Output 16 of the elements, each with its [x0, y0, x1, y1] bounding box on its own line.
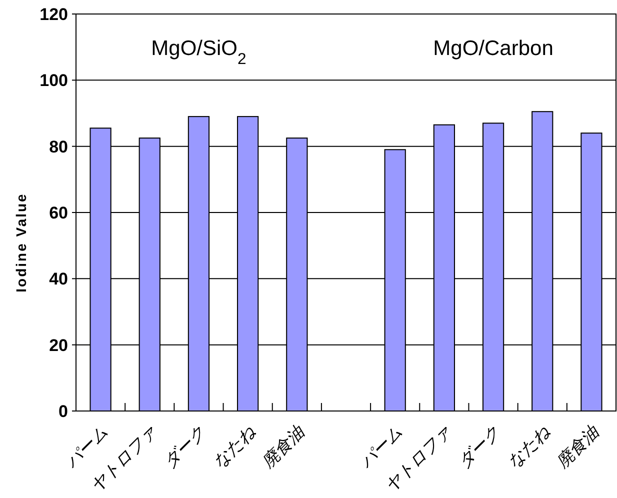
- annotation: MgO/SiO$_{2}$: [151, 37, 246, 68]
- y-tick-label: 80: [49, 137, 68, 156]
- y-tick-label: 100: [40, 71, 68, 90]
- y-axis-title: Iodine Value: [13, 192, 29, 292]
- annotation: MgO/Carbon: [433, 37, 554, 60]
- x-tick-label: 廃食油: [258, 422, 308, 472]
- y-tick-label: 120: [40, 5, 68, 24]
- y-tick-label: 40: [49, 270, 68, 289]
- x-tick-label: ダーク: [160, 422, 210, 472]
- y-tick-label: 0: [58, 402, 68, 421]
- y-tick-label: 20: [49, 336, 68, 355]
- x-tick-label: なたね: [209, 422, 260, 472]
- x-tick-label: なたね: [504, 422, 554, 472]
- y-tick-label: 60: [49, 204, 68, 222]
- x-tick-label: ダーク: [454, 422, 504, 472]
- x-tick-label: 廃食油: [552, 422, 603, 472]
